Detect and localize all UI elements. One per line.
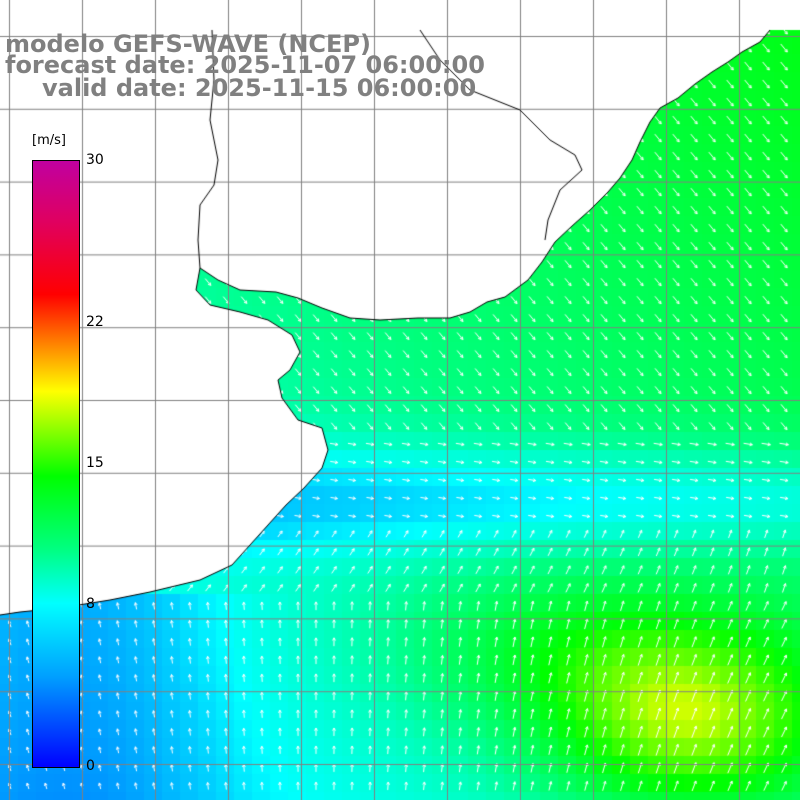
colorbar-tick-label: 8 (86, 596, 95, 613)
colorbar (32, 160, 80, 768)
colorbar-tick-label: 22 (86, 313, 104, 330)
forecast-date: forecast date: 2025-11-07 06:00:00 (5, 51, 485, 79)
colorbar-tick-label: 15 (86, 455, 104, 471)
colorbar-units: [m/s] (32, 133, 66, 148)
valid-date: valid date: 2025-11-15 06:00:00 (42, 74, 477, 102)
colorbar-tick-label: 0 (86, 758, 95, 774)
model-title: modelo GEFS-WAVE (NCEP) (5, 30, 371, 58)
colorbar-tick-label: 30 (86, 152, 104, 168)
